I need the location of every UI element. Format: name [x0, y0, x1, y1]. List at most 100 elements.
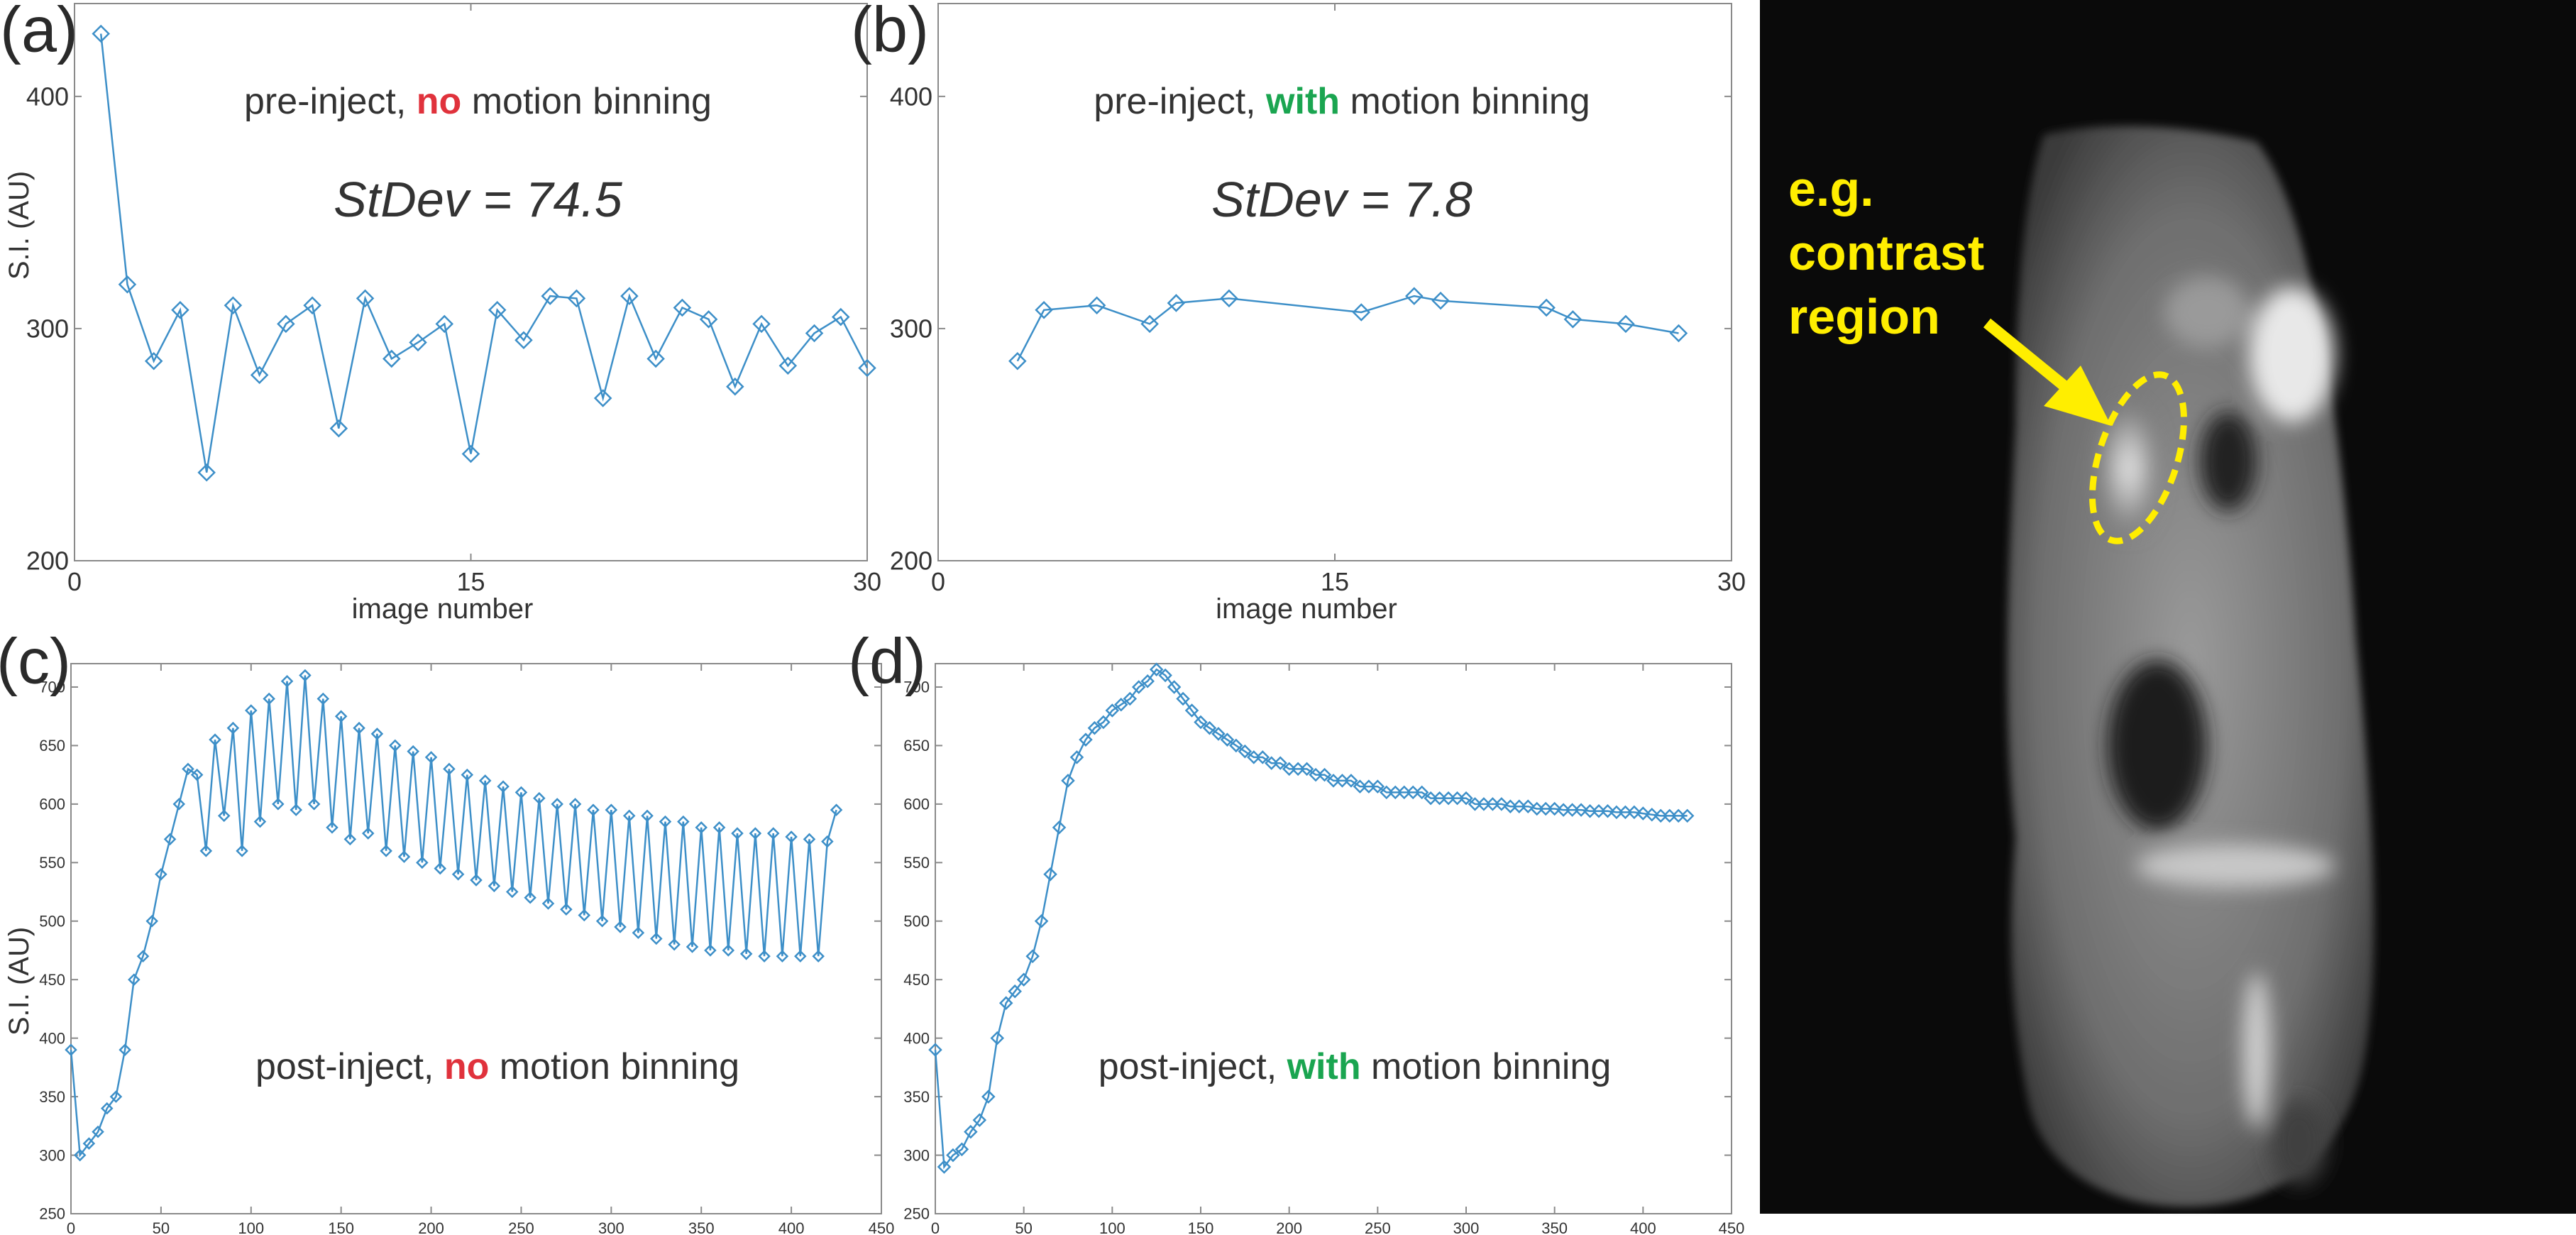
data-point-marker: [488, 879, 501, 893]
data-point-marker: [172, 798, 186, 811]
data-point-marker: [568, 798, 582, 811]
data-point-marker: [821, 835, 834, 848]
data-point-marker: [1627, 805, 1641, 820]
x-tick-label: 50: [1015, 1219, 1032, 1235]
data-point-marker: [641, 809, 654, 823]
data-point-marker: [155, 868, 167, 881]
panel-label: (a): [0, 0, 78, 66]
data-point-marker: [190, 768, 204, 781]
x-tick-label: 400: [1630, 1219, 1656, 1235]
y-tick-label: 300: [890, 314, 932, 344]
data-point-marker: [1008, 984, 1022, 999]
data-point-marker: [1158, 668, 1172, 683]
y-tick-label: 400: [890, 82, 932, 111]
data-point-marker: [739, 948, 753, 960]
mri-annotation-line-2: contrast: [1788, 225, 1984, 280]
data-point-marker: [209, 733, 221, 746]
data-point-marker: [990, 1031, 1005, 1045]
data-point-marker: [109, 1090, 123, 1103]
data-point-marker: [1414, 785, 1429, 800]
data-point-marker: [119, 1043, 131, 1056]
data-point-marker: [749, 827, 762, 840]
data-point-marker: [937, 1160, 952, 1174]
x-tick-label: 200: [1276, 1219, 1302, 1235]
x-tick-label: 250: [508, 1219, 534, 1235]
data-point-marker: [541, 287, 559, 305]
data-point-marker: [1405, 287, 1424, 305]
data-point-marker: [470, 874, 483, 887]
panel-title-keyword: with: [1287, 1046, 1361, 1087]
panel-title-suffix: motion binning: [1340, 81, 1590, 122]
data-point-marker: [1140, 314, 1159, 334]
y-tick-label: 400: [26, 82, 69, 111]
panel-d-post-inject-with-binning: 0 50 100 150 200 250 300 350 400 450 250 300 350 400 4…: [848, 627, 1744, 1235]
series-line: [99, 33, 869, 473]
y-tick-label: 350: [39, 1088, 65, 1106]
x-tick-label: 30: [853, 567, 881, 596]
data-point-marker: [1362, 779, 1376, 794]
panel-title-keyword: no: [444, 1046, 490, 1087]
panel-title-suffix: motion binning: [1361, 1046, 1612, 1087]
data-point-marker: [1131, 680, 1146, 694]
data-point-marker: [1043, 867, 1057, 882]
data-point-marker: [1645, 807, 1659, 822]
data-point-marker: [461, 768, 474, 781]
data-point-marker: [726, 377, 744, 396]
data-point-marker: [1184, 703, 1199, 718]
data-point-marker: [382, 349, 401, 368]
data-point-marker: [1069, 750, 1084, 764]
data-point-marker: [136, 950, 150, 963]
stdev-annotation: StDev = 74.5: [334, 172, 623, 227]
data-point-marker: [1317, 767, 1332, 782]
data-point-marker: [451, 868, 465, 881]
data-point-marker: [595, 914, 609, 928]
y-tick-label: 500: [903, 912, 930, 930]
x-axis-label: image number: [1216, 593, 1397, 625]
data-point-marker: [1406, 785, 1420, 800]
data-point-marker: [712, 821, 726, 834]
data-point-marker: [964, 1124, 978, 1139]
data-point-marker: [253, 815, 267, 828]
data-point-marker: [92, 24, 111, 43]
data-point-marker: [118, 275, 137, 294]
data-point-marker: [587, 803, 600, 816]
panel-a-pre-inject-no-binning: 0 15 30 200 300 400 image number S.I. (AU) (a) pr…: [0, 0, 881, 625]
x-tick-label: 15: [1321, 567, 1349, 596]
data-point-marker: [673, 298, 692, 317]
data-point-marker: [1397, 785, 1411, 800]
data-point-marker: [524, 891, 536, 904]
panel-c-post-inject-no-binning: 0 50 100 150 200 250 300 350 400 450 250 300 350 400 4…: [0, 627, 894, 1235]
data-point-marker: [805, 324, 824, 343]
data-point-marker: [361, 827, 375, 840]
x-tick-label: 0: [931, 567, 945, 596]
data-point-marker: [1618, 805, 1633, 820]
data-point-marker: [100, 1102, 114, 1115]
data-point-marker: [307, 798, 321, 811]
panel-title-prefix: post-inject,: [255, 1046, 444, 1087]
data-point-marker: [1220, 732, 1235, 747]
data-point-marker: [1025, 949, 1040, 964]
panel-label: (c): [0, 627, 71, 698]
series-line: [1016, 295, 1679, 362]
data-point-marker: [1468, 797, 1482, 811]
data-point-marker: [1370, 779, 1385, 794]
mri-structures: [2101, 277, 2335, 1185]
data-point-marker: [812, 950, 825, 963]
data-point-marker: [1211, 727, 1226, 741]
data-point-marker: [1167, 294, 1186, 312]
data-point-marker: [981, 1089, 996, 1104]
data-point-marker: [1123, 691, 1138, 706]
data-point-marker: [478, 774, 492, 787]
data-point-marker: [1149, 662, 1164, 677]
data-point-marker: [722, 944, 735, 957]
data-point-marker: [514, 786, 528, 799]
x-tick-label: 0: [67, 567, 82, 596]
data-point-marker: [1247, 750, 1261, 764]
data-point-marker: [1424, 791, 1438, 806]
x-tick-label: 100: [238, 1219, 264, 1235]
data-point-marker: [397, 850, 411, 863]
data-point-marker: [224, 296, 243, 314]
data-point-marker: [752, 314, 771, 334]
data-point-marker: [533, 791, 546, 805]
